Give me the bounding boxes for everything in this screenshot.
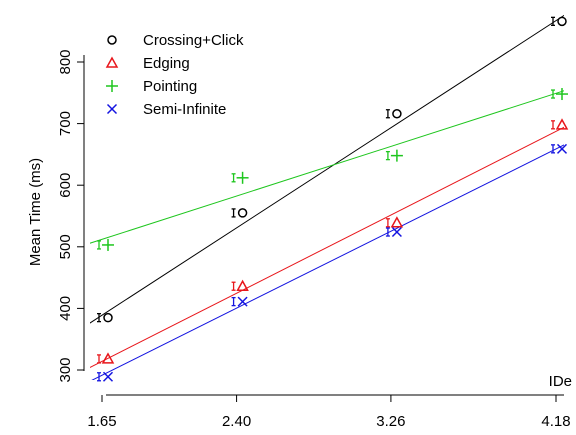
- point-edging: [101, 352, 115, 364]
- error-bar-crossing-click: [385, 109, 390, 119]
- triangle-marker: [390, 216, 404, 228]
- error-bar-pointing: [231, 173, 236, 183]
- point-crossing-click: [392, 108, 402, 119]
- cross-b: [237, 296, 248, 307]
- fit-lines: [90, 14, 564, 380]
- error-bar-pointing: [97, 240, 101, 250]
- cross-b: [556, 143, 568, 154]
- legend-label-semi-infinite: Semi-Infinite: [143, 101, 226, 118]
- point-pointing: [102, 238, 114, 251]
- error-bar-pointing: [551, 89, 555, 99]
- legend-marker-crossing-click: [107, 35, 117, 45]
- fit-line-pointing: [90, 90, 564, 244]
- point-semi-infinite: [237, 296, 248, 307]
- x-axis-ticks: 1.65 2.40 3.26 4.18: [87, 395, 571, 430]
- x-tick-label: 3.26: [376, 413, 405, 430]
- point-edging: [555, 118, 569, 130]
- circle-marker: [107, 35, 117, 45]
- cross-b: [102, 371, 114, 382]
- fit-line-crossing-click: [90, 14, 564, 324]
- legend: Crossing+Click Edging Pointing Semi-Infinit…: [105, 32, 244, 118]
- y-tick-label: 300: [57, 357, 74, 382]
- cross-b: [106, 103, 118, 115]
- y-axis-label: Mean Time (ms): [27, 158, 44, 266]
- triangle-marker: [236, 279, 249, 291]
- error-bar-edging: [231, 281, 236, 291]
- x-tick-label: 1.65: [87, 413, 116, 430]
- point-crossing-click: [103, 312, 113, 323]
- x-tick-label: 4.18: [541, 413, 570, 430]
- circle-marker: [557, 16, 567, 27]
- legend-marker-pointing: [106, 80, 118, 92]
- error-bar-edging: [385, 218, 390, 228]
- y-tick-label: 400: [57, 296, 74, 321]
- circle-marker: [237, 208, 248, 218]
- error-bar-crossing-click: [551, 16, 555, 26]
- legend-marker-semi-infinite: [106, 103, 118, 115]
- error-bar-semi-infinite: [97, 372, 101, 382]
- triangle-marker: [101, 352, 115, 364]
- y-tick-label: 600: [57, 173, 74, 198]
- error-bar-edging: [97, 354, 101, 364]
- x-tick-label: 2.40: [222, 413, 251, 430]
- legend-label-pointing: Pointing: [143, 78, 197, 95]
- y-tick-label: 700: [57, 111, 74, 136]
- legend-label-crossing-click: Crossing+Click: [143, 32, 244, 49]
- point-semi-infinite: [391, 226, 402, 238]
- error-bar-edging: [551, 120, 555, 130]
- point-edging: [236, 279, 249, 291]
- point-semi-infinite: [102, 371, 114, 382]
- error-bar-pointing: [385, 150, 390, 161]
- data-points: [97, 16, 569, 382]
- error-bar-crossing-click: [97, 312, 101, 323]
- y-tick-label: 500: [57, 234, 74, 259]
- circle-marker: [103, 312, 113, 323]
- legend-label-edging: Edging: [143, 55, 190, 72]
- error-bar-semi-infinite: [231, 296, 236, 307]
- triangle-marker: [105, 56, 119, 68]
- fit-line-semi-infinite: [91, 144, 564, 380]
- triangle-marker: [555, 118, 569, 130]
- y-tick-label: 800: [57, 49, 74, 74]
- point-crossing-click: [557, 16, 567, 27]
- error-bar-crossing-click: [231, 208, 236, 218]
- x-axis-label: IDe: [549, 373, 572, 390]
- error-bar-semi-infinite: [551, 144, 555, 154]
- point-pointing: [556, 88, 568, 101]
- circle-marker: [392, 108, 402, 119]
- legend-marker-edging: [105, 56, 119, 68]
- plot-area: [83, 55, 564, 396]
- error-bar-semi-infinite: [385, 227, 390, 237]
- y-axis-ticks: 300 400 500 600 700 800: [57, 49, 84, 383]
- point-edging: [390, 216, 404, 228]
- point-pointing: [236, 171, 249, 184]
- point-semi-infinite: [556, 143, 568, 154]
- fit-line-edging: [90, 126, 564, 369]
- point-crossing-click: [237, 208, 248, 218]
- cross-b: [391, 226, 402, 238]
- point-pointing: [390, 149, 403, 162]
